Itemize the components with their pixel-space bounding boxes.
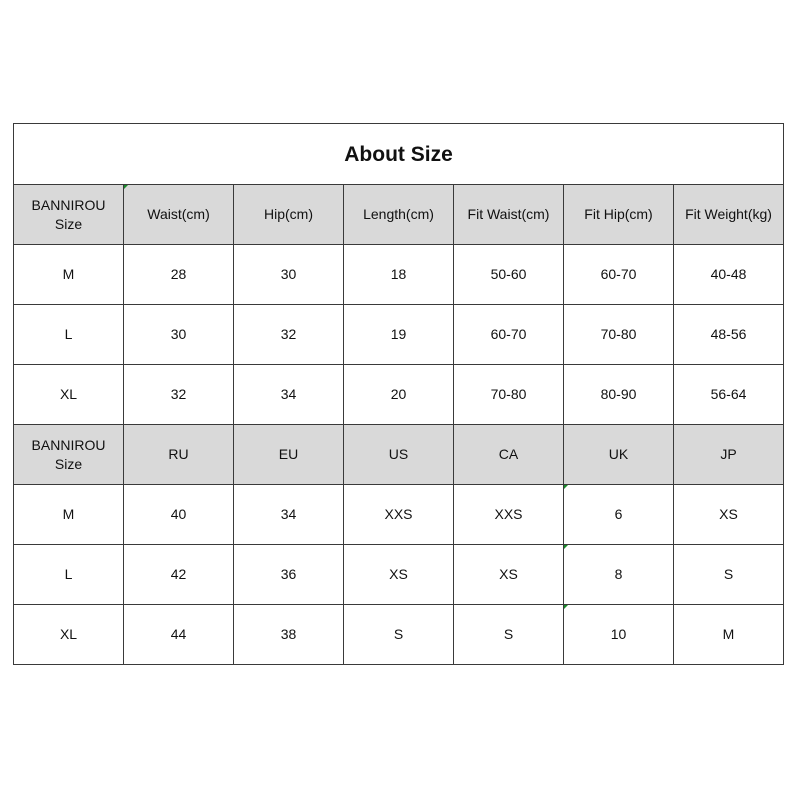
column-header: BANNIROU Size: [13, 184, 124, 245]
header-row: BANNIROU Size Waist(cm) Hip(cm) Length(cm) Fi…: [13, 184, 784, 245]
table-cell: 56-64: [673, 364, 784, 425]
table-cell: S: [673, 544, 784, 605]
table-cell: 8: [563, 544, 674, 605]
table-cell: 19: [343, 304, 454, 365]
column-header: CA: [453, 424, 564, 485]
table-cell: 10: [563, 604, 674, 665]
table-cell: 38: [233, 604, 344, 665]
table-cell: 48-56: [673, 304, 784, 365]
table-cell: 34: [233, 364, 344, 425]
size-chart: About Size BANNIROU Size Waist(cm) Hip(cm) L…: [13, 123, 784, 665]
table-row: L 42 36 XS XS 8 S: [13, 544, 784, 605]
column-header: Fit Hip(cm): [563, 184, 674, 245]
table-cell: XXS: [453, 484, 564, 545]
table-cell: 18: [343, 244, 454, 305]
column-header: EU: [233, 424, 344, 485]
table-cell: 20: [343, 364, 454, 425]
title-row: About Size: [13, 123, 784, 185]
table-cell: 30: [123, 304, 234, 365]
table-cell: 42: [123, 544, 234, 605]
table-row: L 30 32 19 60-70 70-80 48-56: [13, 304, 784, 365]
column-header: Length(cm): [343, 184, 454, 245]
table-row: XL 44 38 S S 10 M: [13, 604, 784, 665]
table-cell: 80-90: [563, 364, 674, 425]
table-cell: 28: [123, 244, 234, 305]
column-header: Hip(cm): [233, 184, 344, 245]
table-cell: M: [673, 604, 784, 665]
table-cell: 60-70: [563, 244, 674, 305]
table-cell: 6: [563, 484, 674, 545]
table-cell: S: [453, 604, 564, 665]
size-label-cell: XL: [13, 604, 124, 665]
table-cell: 50-60: [453, 244, 564, 305]
column-header: Fit Weight(kg): [673, 184, 784, 245]
table-cell: S: [343, 604, 454, 665]
size-label-cell: XL: [13, 364, 124, 425]
table-row: XL 32 34 20 70-80 80-90 56-64: [13, 364, 784, 425]
header-row: BANNIROU Size RU EU US CA UK JP: [13, 424, 784, 485]
table-cell: 30: [233, 244, 344, 305]
table-cell: XXS: [343, 484, 454, 545]
column-header: Fit Waist(cm): [453, 184, 564, 245]
table-cell: 70-80: [453, 364, 564, 425]
table-cell: XS: [673, 484, 784, 545]
size-label-cell: M: [13, 244, 124, 305]
column-header: UK: [563, 424, 674, 485]
size-table: About Size BANNIROU Size Waist(cm) Hip(cm) L…: [13, 123, 784, 665]
table-cell: 34: [233, 484, 344, 545]
chart-title: About Size: [13, 123, 784, 185]
table-cell: XS: [343, 544, 454, 605]
size-label-cell: M: [13, 484, 124, 545]
table-cell: 36: [233, 544, 344, 605]
table-cell: 40-48: [673, 244, 784, 305]
table-row: M 40 34 XXS XXS 6 XS: [13, 484, 784, 545]
column-header: JP: [673, 424, 784, 485]
column-header: US: [343, 424, 454, 485]
table-cell: 32: [233, 304, 344, 365]
table-cell: 70-80: [563, 304, 674, 365]
table-row: M 28 30 18 50-60 60-70 40-48: [13, 244, 784, 305]
table-cell: 32: [123, 364, 234, 425]
column-header: BANNIROU Size: [13, 424, 124, 485]
table-cell: 60-70: [453, 304, 564, 365]
size-label-cell: L: [13, 304, 124, 365]
size-label-cell: L: [13, 544, 124, 605]
table-cell: 44: [123, 604, 234, 665]
table-cell: 40: [123, 484, 234, 545]
column-header: RU: [123, 424, 234, 485]
table-cell: XS: [453, 544, 564, 605]
column-header: Waist(cm): [123, 184, 234, 245]
